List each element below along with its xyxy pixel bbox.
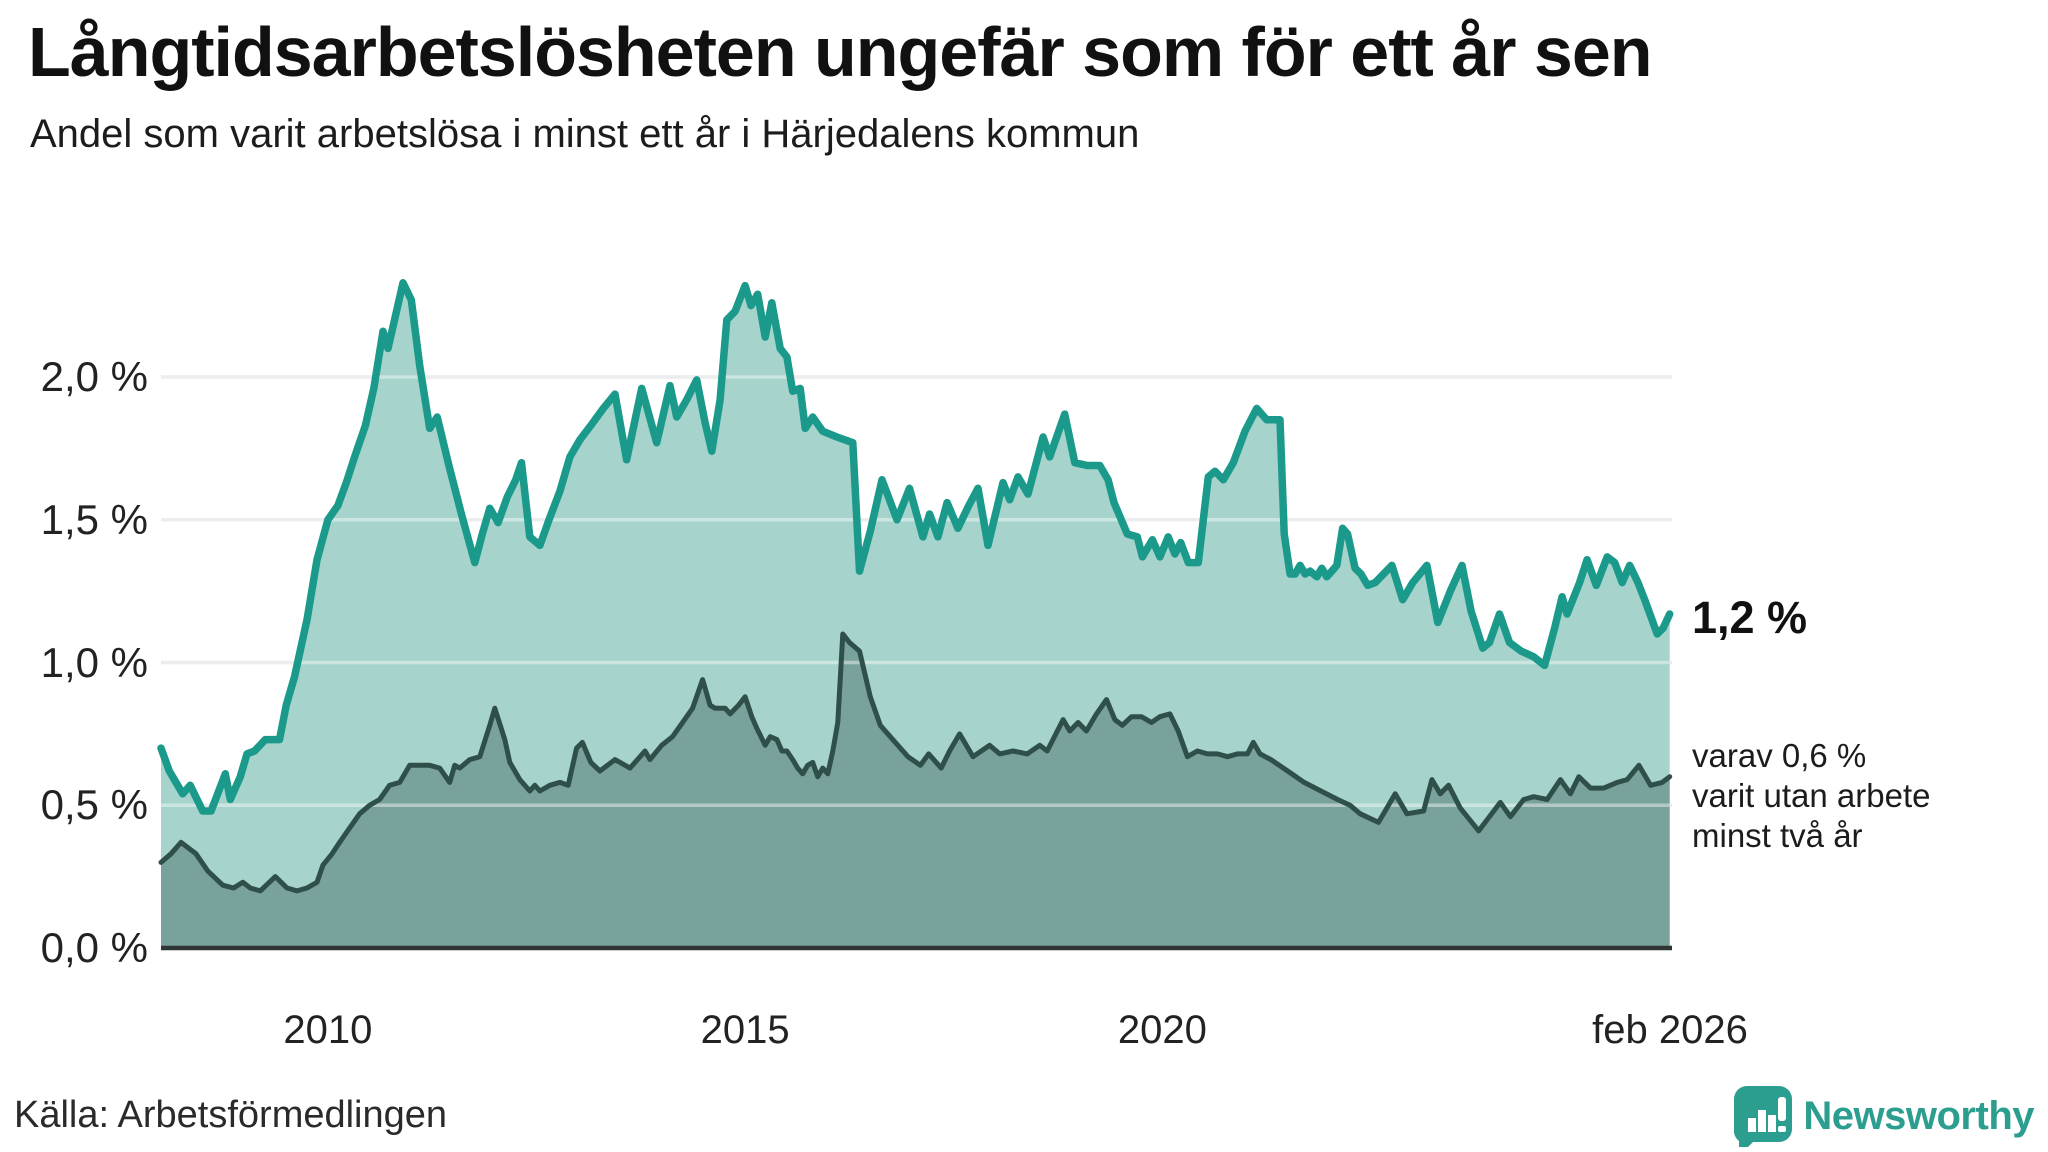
y-tick-label: 1,5 % [40,495,148,543]
bar-tall [1758,1110,1767,1132]
bar-medium [1768,1115,1777,1132]
x-tick-label: feb 2026 [1592,1008,1748,1052]
x-tick-label: 2010 [283,1008,373,1052]
series1-line-min-one-year [157,279,1674,815]
y-tick-label: 2,0 % [40,353,148,400]
exclamation-bar [1778,1097,1787,1121]
series2-annotation-line1: varav 0,6 % [1692,737,1867,774]
y-tick-label: 1,0 % [40,638,148,686]
newsworthy-brand: Newsworthy [1733,1084,2034,1148]
series2-area-min-two-years [161,634,1670,948]
y-tick-label: 0,5 % [40,781,148,829]
exclamation-dot [1778,1126,1787,1132]
chart-subtitle: Andel som varit arbetslösa i minst ett å… [30,112,1140,156]
series1-end-value-label: 1,2 % [1692,592,1808,643]
source-credit: Källa: Arbetsförmedlingen [14,1094,448,1136]
series2-line-min-two-years [158,631,1673,894]
x-tick-label: 2015 [700,1008,790,1052]
y-tick-label: 0,0 % [40,924,148,971]
series2-annotation-line2: varit utan arbete [1692,777,1931,814]
x-tick-label: 2020 [1117,1008,1207,1052]
brand-wordmark: Newsworthy [1803,1094,2034,1138]
bar-short [1748,1118,1757,1132]
page-title: Långtidsarbetslösheten ungefär som för e… [28,13,1653,91]
newsworthy-logo-icon [1734,1086,1793,1147]
series2-annotation: varav 0,6 % varit utan arbete minst två … [1692,736,1930,856]
series2-annotation-line3: minst två år [1692,817,1863,854]
